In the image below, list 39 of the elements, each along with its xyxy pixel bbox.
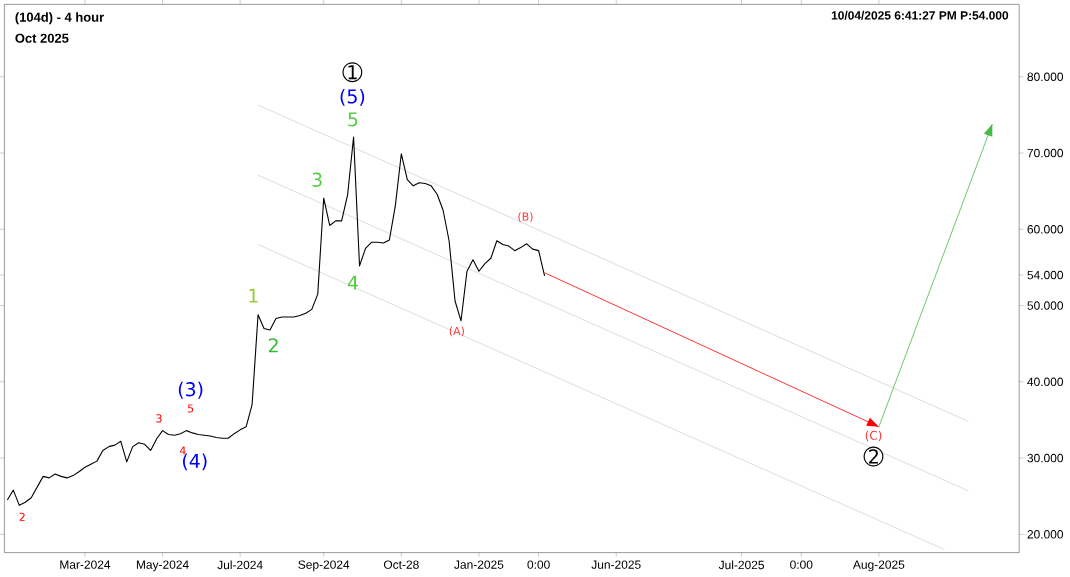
annotation: ➀ bbox=[342, 62, 363, 83]
y-tick-label: 20.000 bbox=[1027, 530, 1064, 539]
annotation: 1 bbox=[249, 288, 258, 303]
y-tick-label: 60.000 bbox=[1027, 225, 1064, 234]
x-tick-label: 0:00 bbox=[790, 560, 813, 570]
annotation: 2 bbox=[268, 338, 278, 353]
text: (104d) - 4 hour bbox=[15, 12, 104, 25]
annotation: 4 bbox=[347, 276, 358, 290]
annotation: (C) bbox=[865, 430, 882, 442]
x-tick-label: May-2024 bbox=[136, 560, 189, 572]
annotation: 5 bbox=[187, 404, 194, 413]
x-tick-label: Mar-2024 bbox=[60, 560, 111, 570]
annotation: 2 bbox=[19, 512, 25, 522]
annotation: 3 bbox=[312, 172, 322, 188]
x-tick-label: Sep-2024 bbox=[298, 560, 350, 572]
annotation: (A) bbox=[449, 326, 464, 337]
x-tick-label: Oct-28 bbox=[383, 560, 419, 570]
x-tick-label: Jan-2025 bbox=[454, 560, 504, 570]
x-tick-label: Aug-2025 bbox=[852, 560, 905, 572]
y-tick-label: 70.000 bbox=[1027, 149, 1064, 158]
annotation: ➁ bbox=[863, 446, 884, 467]
y-tick-label: 40.000 bbox=[1027, 377, 1064, 387]
annotation: (4) bbox=[183, 453, 207, 471]
annotation: (5) bbox=[340, 89, 365, 107]
y-tick-label: 50.000 bbox=[1027, 301, 1064, 310]
x-tick-label: Jul-2024 bbox=[217, 560, 263, 570]
annotation: 3 bbox=[156, 414, 162, 423]
annotation: 5 bbox=[348, 112, 358, 127]
text: Oct 2025 bbox=[15, 33, 69, 44]
x-tick-label: 0:00 bbox=[527, 560, 550, 570]
annotation: 4 bbox=[179, 446, 186, 455]
annotation: (3) bbox=[178, 381, 203, 399]
y-tick-label: 54.000 bbox=[1027, 271, 1064, 280]
y-tick-label: 30.000 bbox=[1027, 454, 1064, 463]
y-tick-label: 80.000 bbox=[1027, 72, 1064, 82]
x-tick-label: Jun-2025 bbox=[591, 560, 641, 570]
annotation: (B) bbox=[518, 212, 533, 223]
annotation: 10/04/2025 6:41:27 PM P:54.000 bbox=[831, 11, 1009, 20]
x-tick-label: Jul-2025 bbox=[718, 560, 764, 570]
